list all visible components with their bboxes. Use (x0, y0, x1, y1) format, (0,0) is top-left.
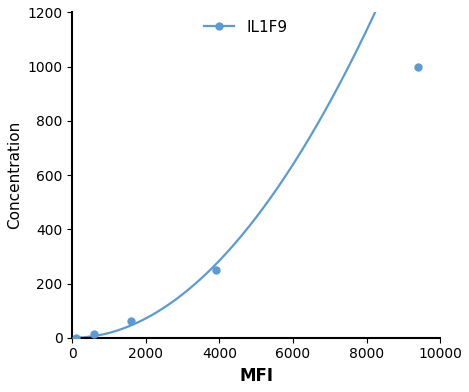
X-axis label: MFI: MFI (239, 367, 273, 385)
Legend: IL1F9: IL1F9 (197, 14, 294, 41)
Y-axis label: Concentration: Concentration (7, 121, 22, 229)
